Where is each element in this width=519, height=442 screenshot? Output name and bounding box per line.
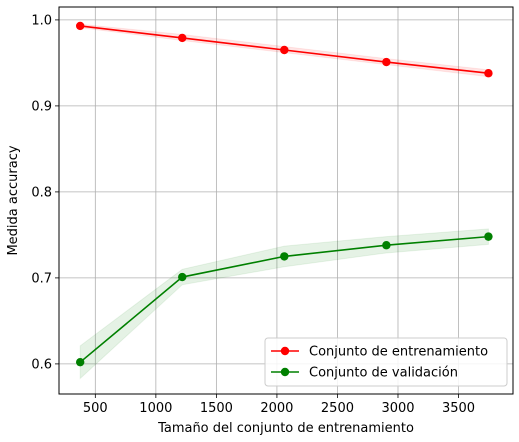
- x-tick-label: 3500: [442, 401, 475, 416]
- legend-label: Conjunto de validación: [309, 366, 458, 381]
- data-point: [75, 357, 85, 367]
- confidence-bands: [79, 23, 489, 380]
- y-tick-label: 0.7: [31, 271, 52, 286]
- plot-frame: [58, 6, 514, 395]
- x-tick-label: 1000: [139, 401, 172, 416]
- data-point: [280, 252, 289, 261]
- x-axis-label: Tamaño del conjunto de entrenamiento: [157, 421, 414, 436]
- y-tick-label: 0.9: [31, 99, 52, 114]
- data-point: [484, 232, 493, 241]
- legend-marker: [280, 346, 290, 356]
- data-point: [484, 69, 493, 78]
- data-point: [280, 45, 289, 55]
- legend: Conjunto de entrenamiento Conjunto de val…: [264, 337, 508, 387]
- legend-marker: [280, 367, 290, 377]
- x-tick-label: 3000: [381, 401, 414, 416]
- legend-label: Conjunto de entrenamiento: [309, 345, 488, 360]
- series-points: [75, 21, 493, 367]
- grid: [59, 7, 513, 394]
- data-point: [382, 57, 391, 67]
- legend-item-1: Conjunto de validación: [271, 366, 458, 381]
- x-tick-label: 2000: [260, 401, 293, 416]
- data-point: [178, 33, 187, 43]
- x-tick-label: 500: [83, 401, 108, 416]
- y-tick-label: 0.8: [31, 185, 52, 200]
- legend-box: [264, 337, 508, 387]
- data-point: [382, 241, 391, 250]
- data-point: [178, 272, 187, 282]
- legend-item-0: Conjunto de entrenamiento: [271, 345, 488, 360]
- y-tick-label: 0.6: [31, 357, 52, 372]
- y-tick-label: 1.0: [31, 13, 52, 28]
- data-point: [75, 21, 85, 31]
- x-tick-label: 2500: [321, 401, 354, 416]
- series-lines: [79, 25, 489, 363]
- x-tick-label: 1500: [200, 401, 233, 416]
- axis-ticks: 500 1000 1500 2000 2500 3000 3500 0.6 0.7 0.8 0.9 1…: [31, 13, 475, 416]
- y-axis-label: Medida accuracy: [6, 145, 21, 255]
